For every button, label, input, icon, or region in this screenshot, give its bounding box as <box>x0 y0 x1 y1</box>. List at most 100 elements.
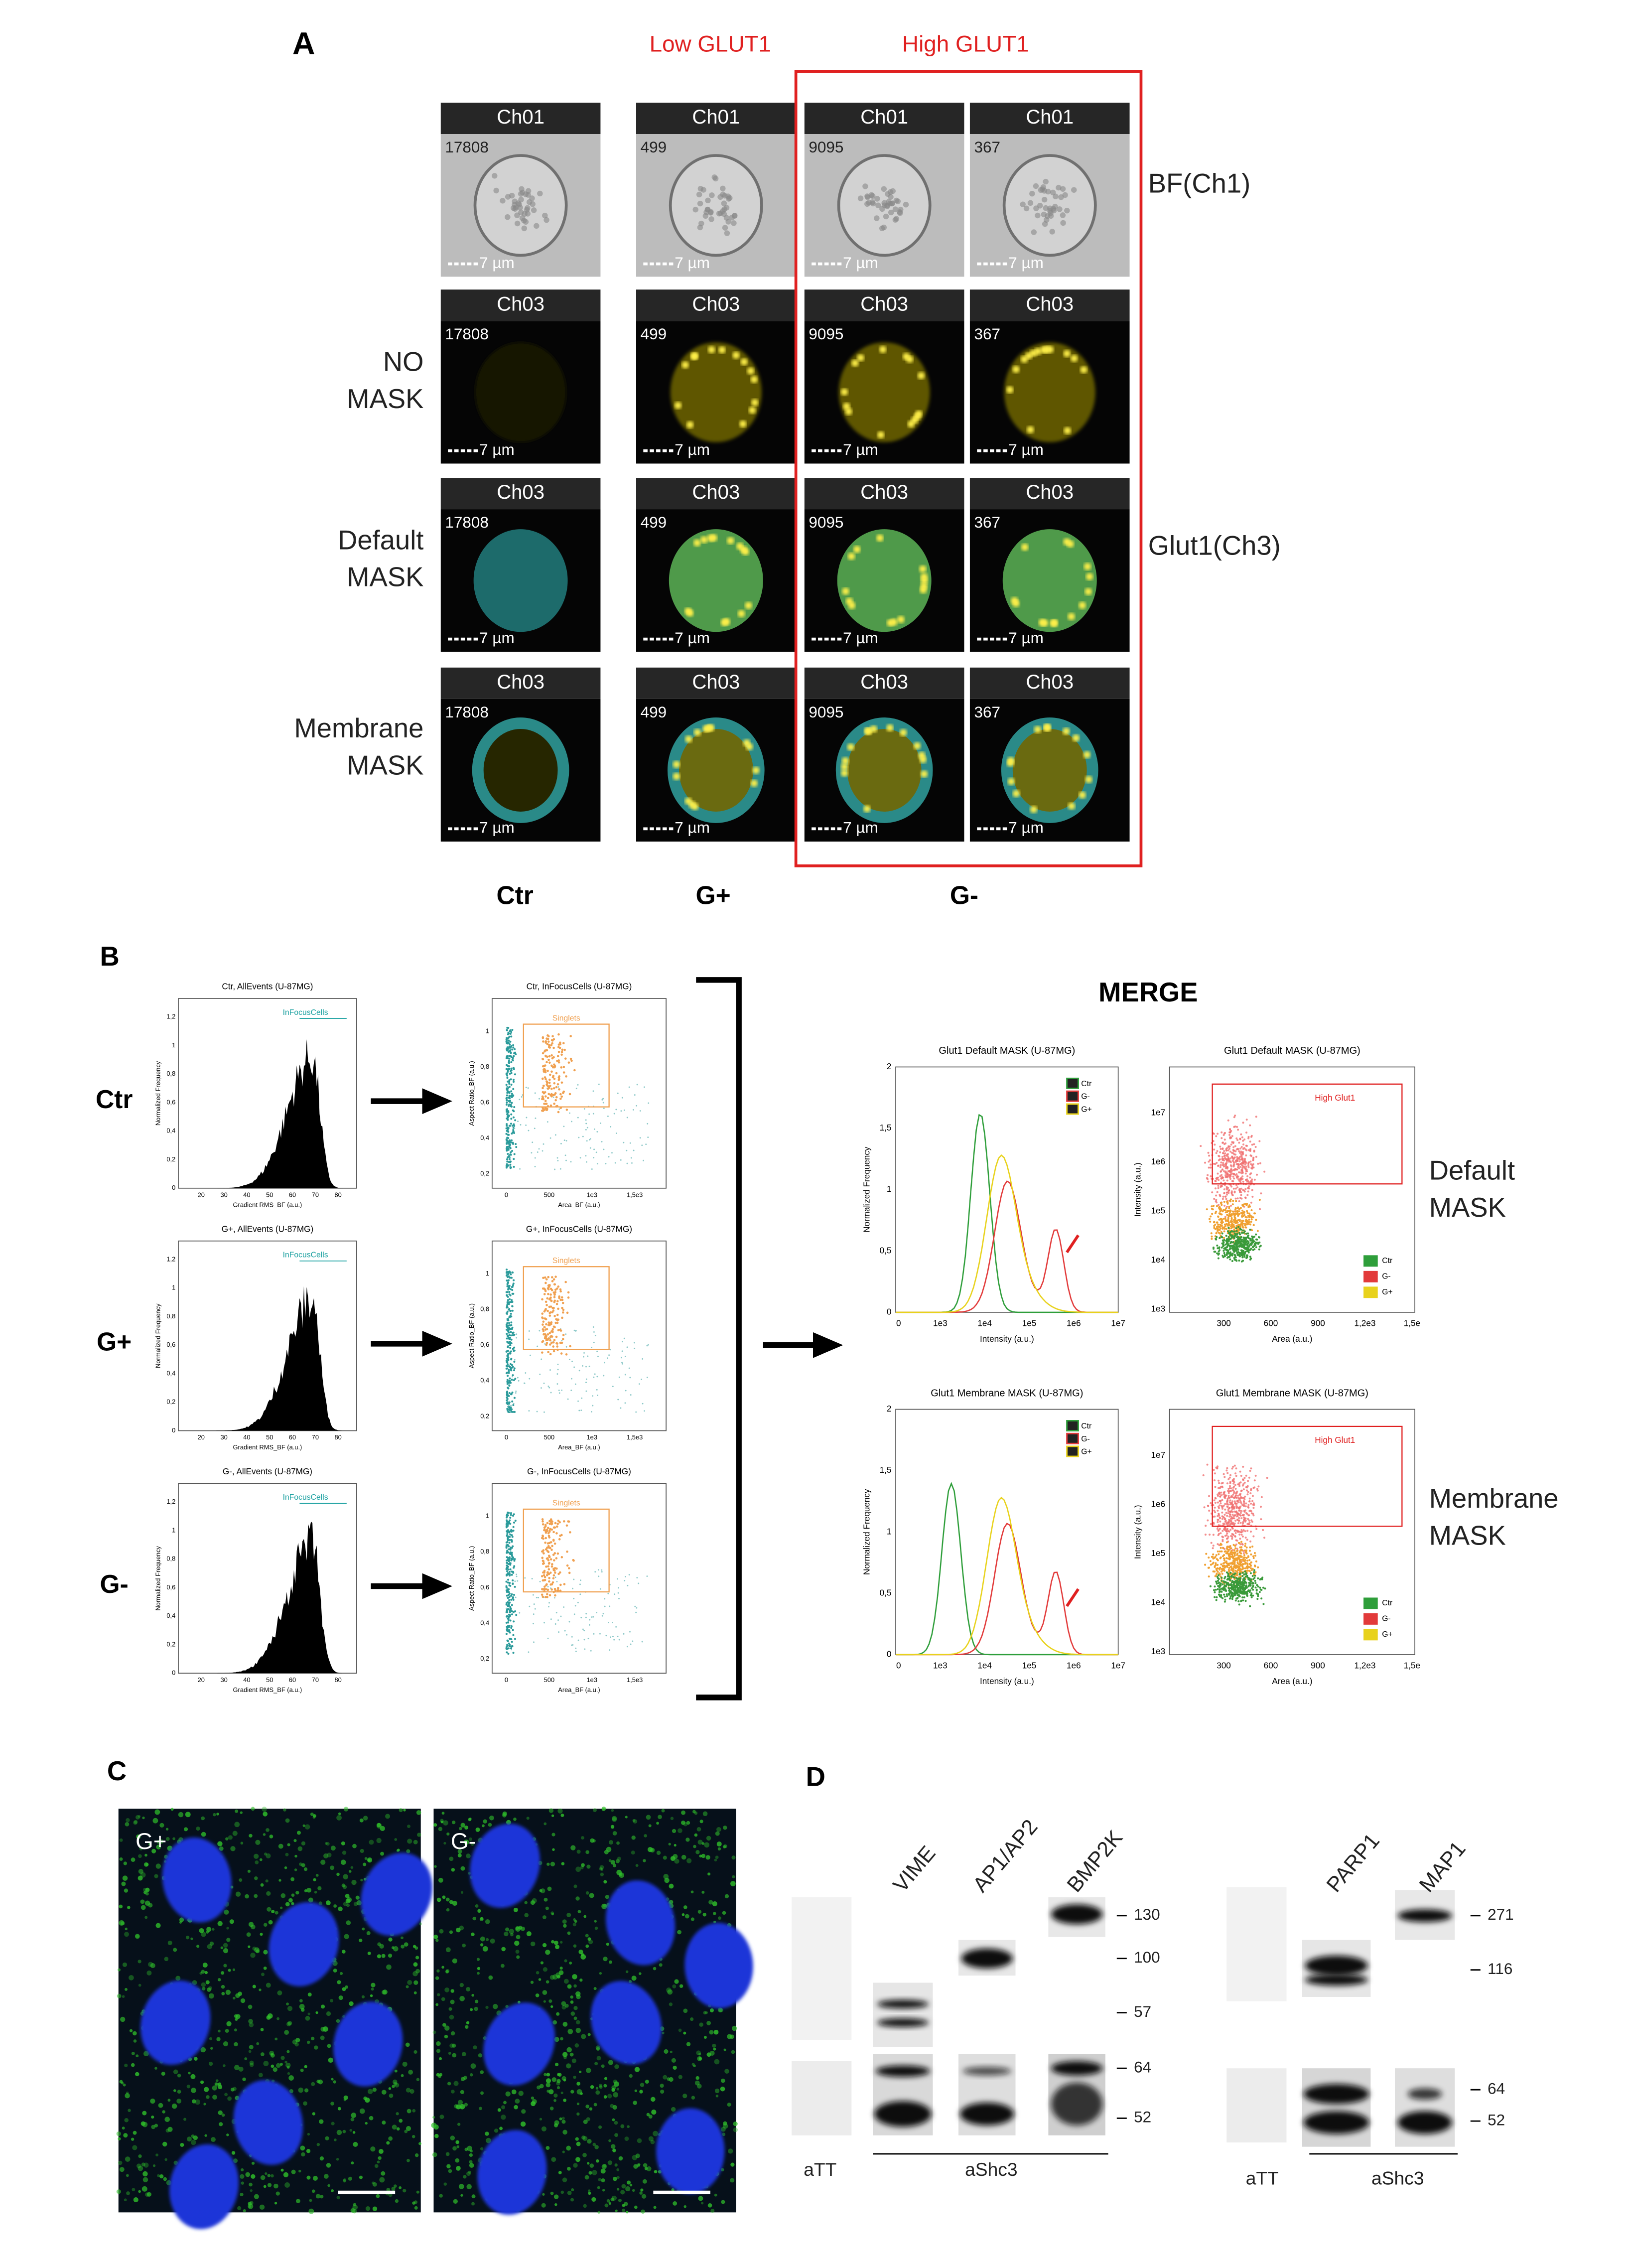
event-dot <box>559 1290 562 1293</box>
event-dot <box>591 1411 592 1413</box>
event-dot <box>547 1385 549 1387</box>
event-dot <box>567 1291 570 1294</box>
event-dot <box>632 1109 634 1111</box>
event-dot <box>507 1403 509 1405</box>
event-dot <box>1257 1242 1259 1244</box>
event-dot <box>507 1597 509 1599</box>
event-dot <box>1233 1481 1235 1483</box>
glut1-signal <box>341 1841 345 1845</box>
event-dot <box>1235 1497 1238 1499</box>
plot-title: Ctr, AllEvents (U-87MG) <box>222 982 313 992</box>
event-dot <box>1242 1478 1244 1481</box>
event-dot <box>1221 1511 1223 1514</box>
event-dot <box>1245 1162 1247 1164</box>
glut1-spot <box>920 770 928 778</box>
event-dot <box>1224 1521 1226 1523</box>
event-dot <box>1219 1566 1221 1569</box>
event-dot <box>513 1279 515 1281</box>
event-dot <box>585 1382 587 1384</box>
event-dot <box>511 1271 514 1274</box>
event-dot <box>1256 1230 1259 1232</box>
event-dot <box>1209 1159 1211 1161</box>
event-dot <box>1223 1496 1226 1498</box>
event-dot <box>1236 1553 1239 1555</box>
event-dot <box>551 1520 553 1523</box>
event-dot <box>507 1281 510 1283</box>
event-dot <box>542 1535 544 1538</box>
event-dot <box>639 1110 641 1112</box>
event-dot <box>544 1328 547 1331</box>
glut1-signal <box>266 1828 270 1832</box>
event-id: 17808 <box>445 325 489 343</box>
event-dot <box>1224 1176 1227 1178</box>
event-dot <box>1222 1562 1224 1565</box>
event-dot <box>1254 1212 1256 1215</box>
event-dot <box>1231 1235 1234 1237</box>
event-dot <box>555 1302 558 1305</box>
event-dot <box>511 1649 513 1651</box>
x-tick-label: 500 <box>544 1433 554 1441</box>
event-dot <box>558 1390 560 1391</box>
event-dot <box>1244 1172 1247 1175</box>
event-dot <box>1260 1496 1263 1498</box>
event-dot <box>548 1081 551 1084</box>
event-dot <box>1220 1131 1223 1134</box>
merge-title: MERGE <box>1098 977 1198 1007</box>
event-dot <box>550 1565 553 1568</box>
event-dot <box>1244 1252 1246 1254</box>
event-dot <box>1217 1519 1220 1521</box>
event-dot <box>1237 1494 1239 1497</box>
glut1-signal <box>237 2206 242 2211</box>
event-dot <box>586 1140 588 1142</box>
event-dot <box>1231 1489 1234 1492</box>
event-dot <box>1253 1248 1256 1251</box>
glut1-signal <box>371 1983 376 1987</box>
event-dot <box>552 1038 555 1041</box>
event-dot <box>507 1111 510 1114</box>
event-dot <box>510 1350 512 1353</box>
legend-label: G+ <box>1382 1288 1392 1296</box>
x-tick-label: 1,5e3 <box>627 1433 643 1441</box>
event-dot <box>1223 1600 1226 1603</box>
event-dot <box>577 1400 579 1402</box>
event-dot <box>1244 1562 1246 1565</box>
event-dot <box>578 1370 580 1372</box>
texture <box>519 215 526 221</box>
event-dot <box>507 1047 509 1049</box>
glut1-spot <box>840 388 848 396</box>
event-dot <box>547 1285 550 1287</box>
event-dot <box>1218 1479 1220 1482</box>
event-dot <box>593 1148 595 1150</box>
texture <box>1040 184 1047 190</box>
event-dot <box>542 1052 544 1055</box>
histogram <box>189 1521 347 1674</box>
event-dot <box>509 1408 512 1411</box>
event-dot <box>564 1630 566 1632</box>
x-tick-label: 1e5 <box>1022 1318 1037 1328</box>
texture <box>493 187 499 194</box>
event-dot <box>552 1309 555 1312</box>
y-tick-label: 1 <box>172 1284 175 1291</box>
event-dot <box>1241 1213 1244 1215</box>
event-dot <box>1246 1180 1248 1183</box>
event-dot <box>506 1615 508 1618</box>
scale-label: 7 µm <box>843 629 878 647</box>
event-dot <box>1216 1236 1218 1238</box>
event-dot <box>1232 1465 1234 1468</box>
event-dot <box>1215 1554 1218 1557</box>
event-dot <box>1238 1517 1240 1519</box>
event-dot <box>1253 1571 1255 1573</box>
event-dot <box>1252 1594 1254 1597</box>
event-dot <box>507 1164 509 1167</box>
y-tick-label: 0,4 <box>166 1612 175 1619</box>
event-dot <box>1222 1250 1225 1252</box>
event-dot <box>1242 1222 1244 1225</box>
texture <box>874 215 880 221</box>
event-dot <box>569 1112 571 1114</box>
event-dot <box>1221 1555 1224 1558</box>
x-tick-label: 30 <box>220 1433 227 1441</box>
y-tick-label: 1,5 <box>880 1465 892 1475</box>
event-dot <box>1218 1513 1220 1515</box>
event-dot <box>514 1359 516 1361</box>
axis-title: Aspect Ratio_BF (a.u.) <box>468 1303 475 1368</box>
